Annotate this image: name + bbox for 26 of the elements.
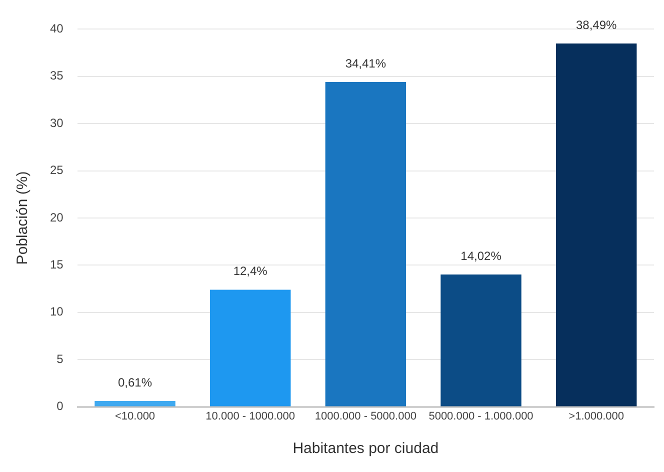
x-axis-title: Habitantes por ciudad (292, 440, 439, 458)
x-tick-label: <10.000 (114, 410, 156, 422)
bar (94, 401, 176, 406)
y-tick-label: 35 (50, 68, 64, 83)
x-tick-label: 5000.000 - 1.000.000 (428, 410, 534, 422)
data-label: 38,49% (576, 18, 618, 32)
x-tick-label: >1.000.000 (568, 410, 624, 422)
y-tick-label: 40 (50, 22, 64, 36)
data-label: 34,41% (345, 56, 386, 70)
bar (210, 290, 291, 406)
y-tick-label: 15 (50, 258, 64, 272)
y-tick-label: 25 (50, 163, 64, 178)
y-tick-label: 5 (56, 352, 64, 366)
y-tick-label: 20 (50, 210, 64, 224)
data-label: 12,4% (233, 264, 268, 278)
y-axis-title: Población (%) (14, 171, 32, 265)
y-tick-label: 10 (50, 304, 64, 319)
bar (556, 43, 637, 406)
bar (325, 82, 406, 406)
data-label: 14,02% (460, 248, 502, 263)
data-label: 0,61% (118, 375, 152, 390)
x-tick-label: 10.000 - 1000.000 (206, 410, 295, 422)
bar (440, 274, 522, 406)
y-tick-label: 30 (50, 116, 64, 130)
y-tick-label: 0 (56, 399, 64, 414)
x-tick-label: 1000.000 - 5000.000 (314, 410, 416, 422)
